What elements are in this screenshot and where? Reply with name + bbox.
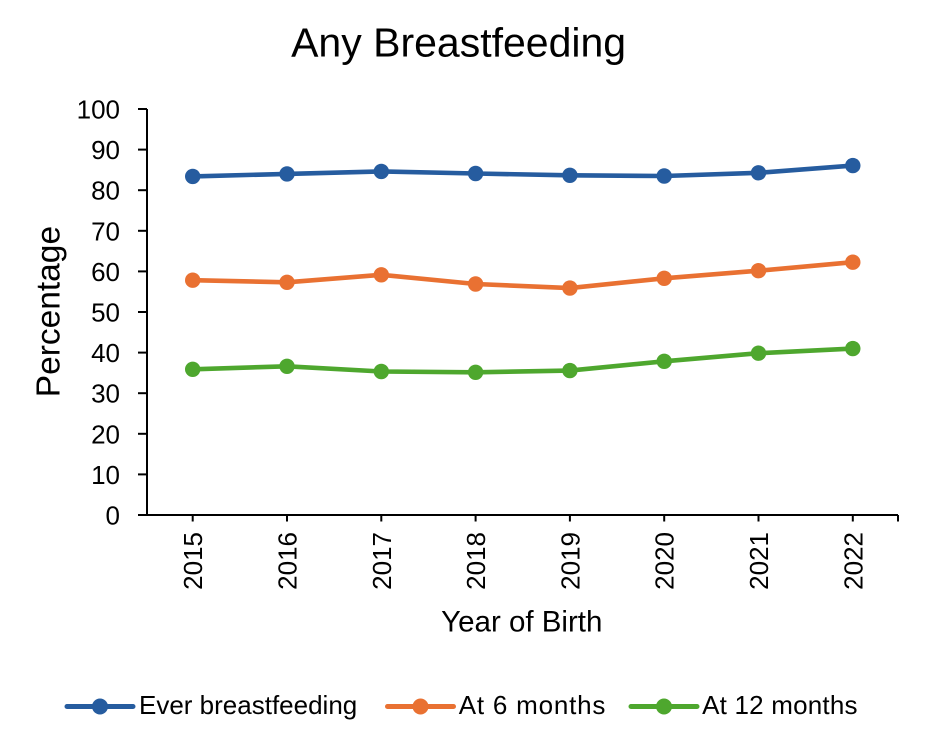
svg-text:Year of Birth: Year of Birth <box>441 606 602 639</box>
svg-text:At 6 months: At 6 months <box>459 690 607 720</box>
svg-text:0: 0 <box>106 501 120 531</box>
svg-text:2022: 2022 <box>838 532 868 590</box>
svg-text:40: 40 <box>91 338 120 368</box>
svg-text:20: 20 <box>91 419 120 449</box>
svg-text:2020: 2020 <box>650 532 680 590</box>
svg-text:70: 70 <box>91 216 120 246</box>
svg-text:2015: 2015 <box>178 532 208 590</box>
svg-text:10: 10 <box>91 460 120 490</box>
svg-text:2018: 2018 <box>461 532 491 590</box>
svg-text:2019: 2019 <box>555 532 585 590</box>
svg-text:90: 90 <box>91 135 120 165</box>
svg-text:30: 30 <box>91 379 120 409</box>
svg-text:60: 60 <box>91 257 120 287</box>
svg-text:2021: 2021 <box>744 532 774 590</box>
svg-text:100: 100 <box>77 95 120 125</box>
svg-text:50: 50 <box>91 298 120 328</box>
svg-text:80: 80 <box>91 176 120 206</box>
svg-text:Percentage: Percentage <box>31 226 68 397</box>
svg-text:Ever breastfeeding: Ever breastfeeding <box>139 690 357 720</box>
svg-text:At 12 months: At 12 months <box>702 690 858 720</box>
svg-text:2016: 2016 <box>273 532 303 590</box>
svg-text:Any Breastfeeding: Any Breastfeeding <box>291 20 626 66</box>
svg-text:2017: 2017 <box>367 532 397 590</box>
